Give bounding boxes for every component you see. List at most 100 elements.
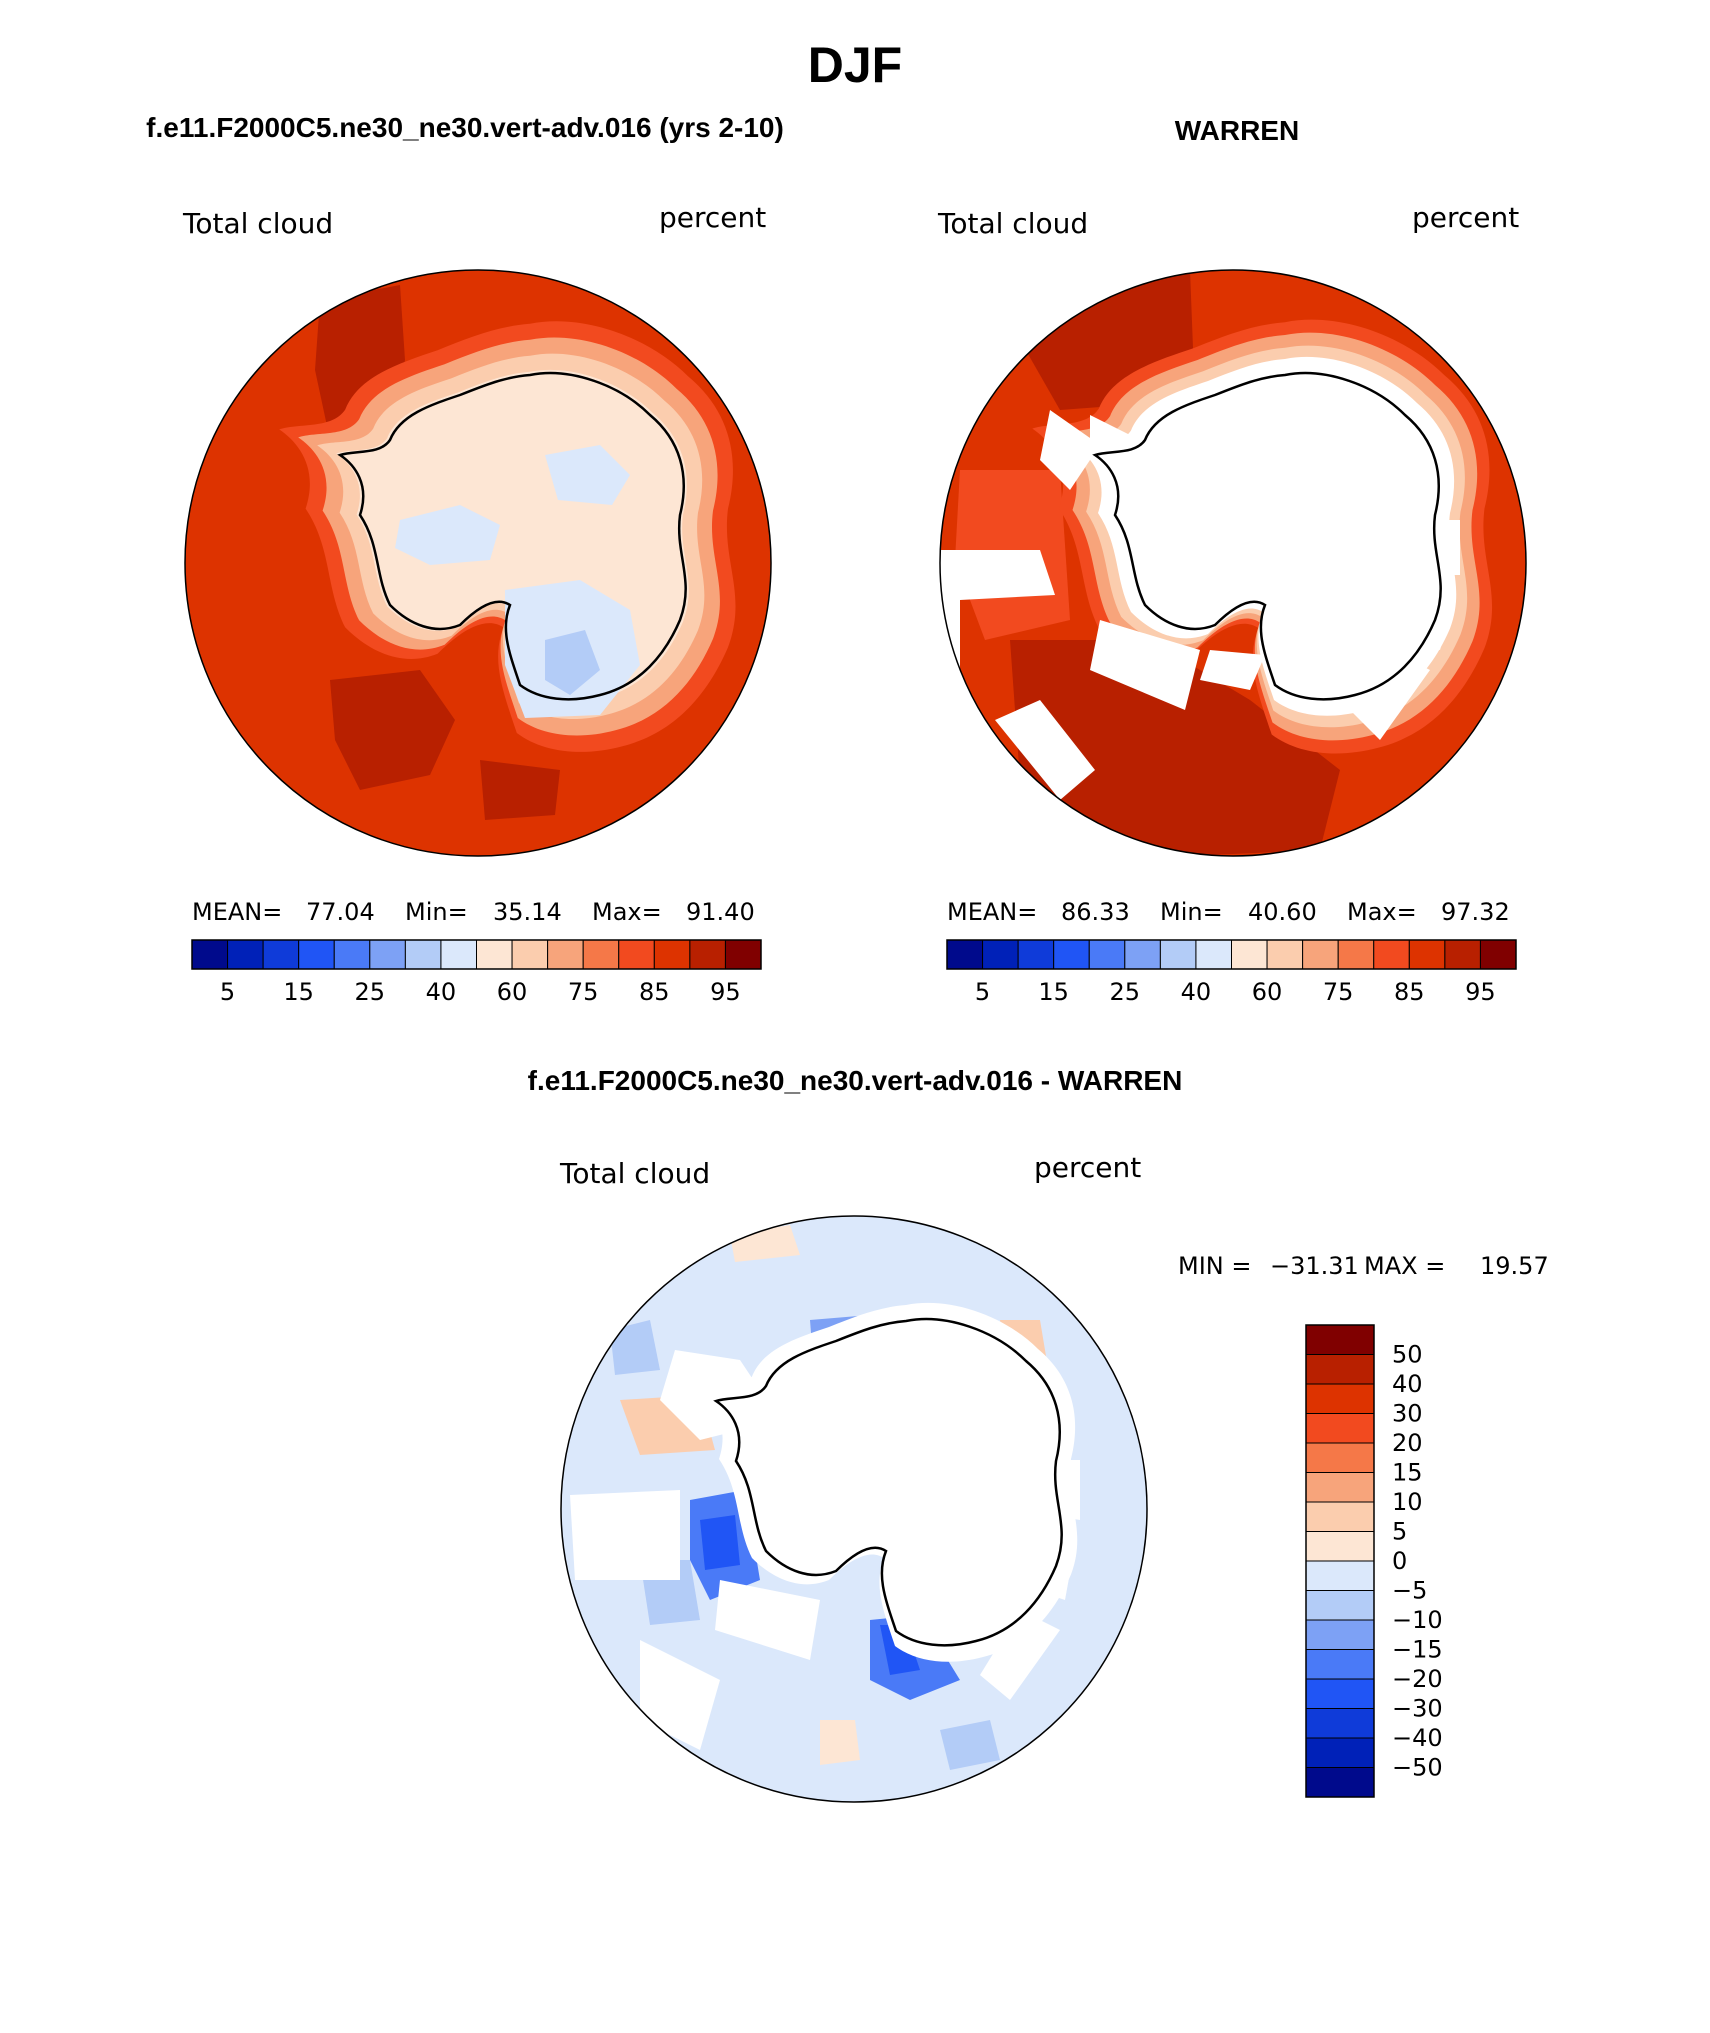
colorbar-swatch [1305,1737,1375,1768]
low-cloud-patch [545,445,630,505]
panel-c-heading: f.e11.F2000C5.ne30_ne30.vert-adv.016 - W… [528,1065,1183,1096]
panel-a-map [185,270,771,856]
colorbar-tick-label: 10 [1392,1488,1423,1516]
positive-diff-patch [820,1720,860,1765]
panel-b-mean-value: 86.33 [1061,898,1130,926]
colorbar-swatch [1266,939,1304,970]
colorbar-frame [1305,1324,1375,1798]
colorbar-swatch [1305,1383,1375,1414]
colorbar-tick-label: −30 [1392,1695,1443,1723]
panel-b-colorbar: 5 15 25 40 60 75 85 95 [946,939,1517,1006]
high-cloud-patch [480,760,560,820]
colorbar-tick-label: 75 [1323,978,1354,1006]
colorbar-tick-label: 15 [1392,1459,1423,1487]
high-cloud-patch [330,670,455,790]
colorbar-tick-label: −20 [1392,1665,1443,1693]
colorbar-swatch [191,939,229,970]
colorbar-tick-label: −40 [1392,1724,1443,1752]
colorbar-tick-label: 40 [1392,1370,1423,1398]
colorbar-tick-label: 25 [1110,978,1141,1006]
colorbar-swatch [1305,1767,1375,1798]
colorbar-swatch [582,939,620,970]
colorbar-tick-label: 40 [426,978,457,1006]
colorbar-tick-label: 5 [975,978,990,1006]
colorbar-swatch [1408,939,1446,970]
colorbar-swatch [511,939,549,970]
missing-data-block [715,1580,820,1660]
panel-a-max-label: Max= [592,898,662,926]
colorbar-tick-label: 5 [220,978,235,1006]
colorbar-swatch [1053,939,1090,970]
high-cloud-patch [1010,640,1340,856]
colorbar-tick-label: 5 [1392,1518,1407,1546]
map-border [939,269,1527,857]
missing-data-block [1410,590,1455,650]
colorbar-swatch [1305,1619,1375,1650]
colorbar-swatch [1305,1472,1375,1503]
colorbar-tick-label: 85 [1394,978,1425,1006]
negative-diff-patch [700,1515,740,1570]
panel-c-map [561,1216,1147,1802]
colorbar-tick-label: −10 [1392,1606,1443,1634]
panel-c-min-value: −31.31 [1270,1252,1359,1280]
colorbar-frame [191,939,762,970]
colorbar-swatch [689,939,726,970]
panel-a-heading: f.e11.F2000C5.ne30_ne30.vert-adv.016 (yr… [146,112,784,143]
colorbar-swatch [1373,939,1410,970]
panel-b-max-label: Max= [1347,898,1417,926]
colorbar-swatch [476,939,513,970]
missing-data-block [570,1490,680,1580]
colorbar-swatch [227,939,264,970]
colorbar-tick-label: 75 [568,978,599,1006]
colorbar-swatch [1305,1590,1375,1621]
colorbar-frame [946,939,1517,970]
colorbar-swatch [1479,939,1517,970]
colorbar-tick-label: 0 [1392,1547,1407,1575]
panel-a-mean-label: MEAN= [192,898,282,926]
colorbar-tick-label: 30 [1392,1400,1423,1428]
figure-title: DJF [808,37,902,93]
colorbar-tick-label: 40 [1181,978,1212,1006]
colorbar-tick-label: 60 [497,978,528,1006]
map-border [560,1215,1148,1803]
low-cloud-patch [395,505,500,565]
panel-a-colorbar: 5 15 25 40 60 75 85 95 [191,939,762,1006]
low-cloud-patch [545,630,600,695]
colorbar-swatch [547,939,584,970]
colorbar-swatch [1305,1649,1375,1680]
colorbar-tick-label: 20 [1392,1429,1423,1457]
panel-b-variable-label: Total cloud [937,207,1088,240]
colorbar-swatch [262,939,300,970]
panel-c-max-value: 19.57 [1480,1252,1549,1280]
colorbar-swatch [618,939,655,970]
missing-data-block [1420,520,1460,575]
colorbar-tick-label: 15 [283,978,314,1006]
missing-data-block [1090,620,1200,710]
colorbar-swatch [1305,1354,1375,1385]
missing-data-block [1200,650,1265,690]
negative-diff-patch [610,1320,660,1375]
missing-data-block [640,1640,720,1750]
colorbar-swatch [1231,939,1268,970]
panel-b-min-value: 40.60 [1248,898,1317,926]
colorbar-swatch [1305,1678,1375,1709]
colorbar-swatch [653,939,691,970]
panel-c-units-label: percent [1034,1151,1141,1184]
map-border [184,269,772,857]
colorbar-swatch [982,939,1019,970]
panel-a-max-value: 91.40 [686,898,755,926]
colorbar-tick-label: 50 [1392,1341,1423,1369]
colorbar-swatch [946,939,984,970]
colorbar-swatch [724,939,762,970]
colorbar-swatch [1305,1531,1375,1562]
colorbar-swatch [1305,1708,1375,1739]
negative-diff-patch [880,1625,920,1675]
panel-diff: Total cloud percent [559,1151,1549,1803]
panel-b-map [940,270,1526,856]
colorbar-tick-label: 15 [1038,978,1069,1006]
panel-a-min-value: 35.14 [493,898,562,926]
colorbar-swatch [404,939,442,970]
colorbar-tick-label: −5 [1392,1577,1427,1605]
panel-c-variable-label: Total cloud [559,1157,710,1190]
colorbar-swatch [1159,939,1197,970]
